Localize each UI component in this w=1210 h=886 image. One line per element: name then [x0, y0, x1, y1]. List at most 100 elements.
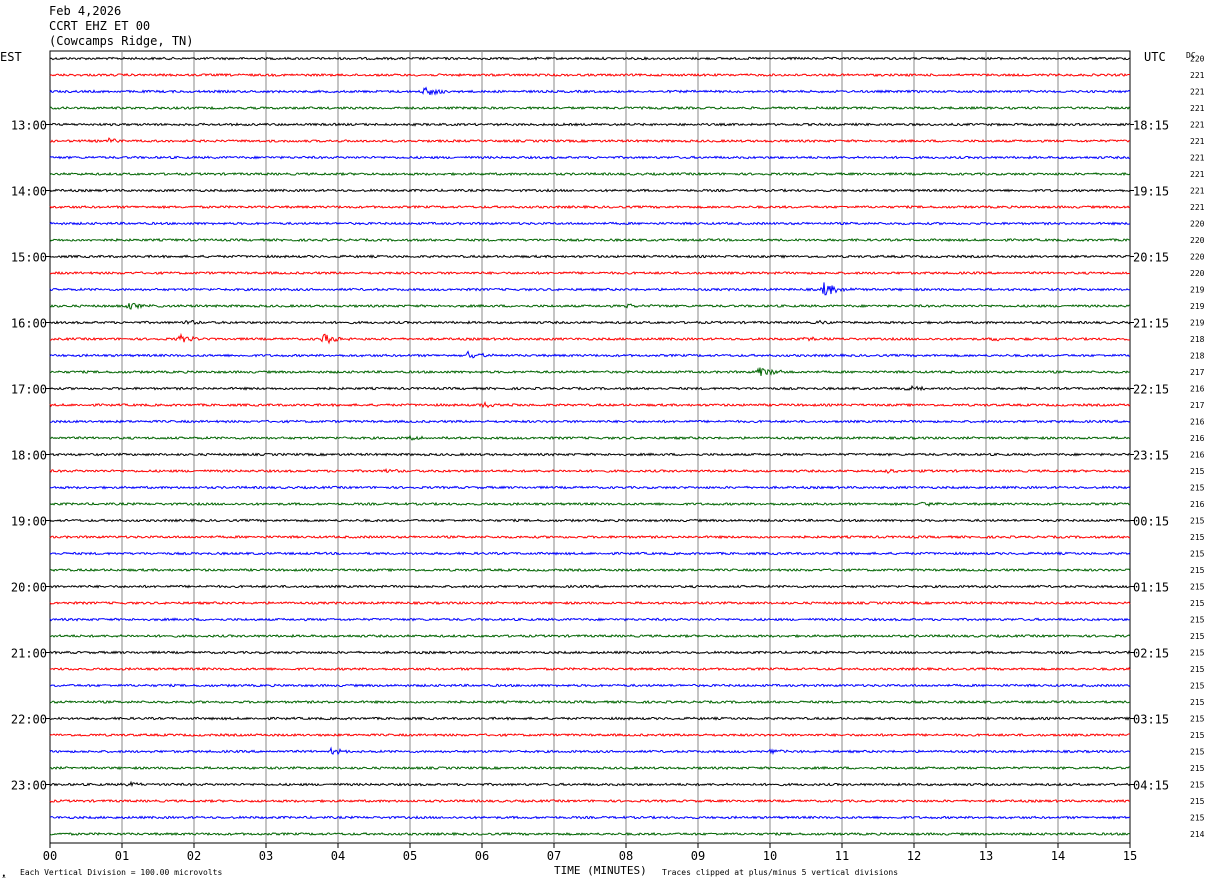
dc-value-label: 218	[1190, 352, 1205, 361]
x-tick-label: 14	[1051, 849, 1065, 863]
left-hour-label: 19:00	[11, 515, 47, 529]
trace-line	[49, 746, 1131, 756]
trace-line	[49, 452, 1131, 457]
left-hour-label: 15:00	[11, 251, 47, 265]
dc-value-label: 215	[1190, 764, 1205, 773]
x-tick-label: 03	[259, 849, 273, 863]
trace-line	[49, 72, 1131, 78]
plot-frame	[49, 50, 1131, 844]
clip-note: Traces clipped at plus/minus 5 vertical …	[662, 868, 898, 877]
trace-line	[49, 302, 1131, 310]
x-tick-label: 05	[403, 849, 417, 863]
dc-value-label: 220	[1190, 253, 1205, 262]
right-hour-label: 19:15	[1133, 185, 1169, 199]
right-hour-label: 02:15	[1133, 647, 1169, 661]
dc-value-label: 215	[1190, 797, 1205, 806]
x-tick-label: 06	[475, 849, 489, 863]
dc-value-label: 220	[1190, 220, 1205, 229]
station-location: (Cowcamps Ridge, TN)	[49, 34, 194, 48]
x-tick-label: 08	[619, 849, 633, 863]
trace-line	[49, 501, 1131, 507]
trace-line	[49, 155, 1131, 160]
trace-line	[49, 815, 1131, 820]
plot-grid	[46, 50, 1134, 848]
trace-line	[49, 282, 1131, 296]
trace-line	[49, 237, 1131, 243]
trace-line	[49, 831, 1131, 837]
trace-line	[49, 798, 1131, 804]
trace-line	[49, 780, 1131, 788]
trace-line	[49, 56, 1131, 61]
dc-value-label: 219	[1190, 302, 1205, 311]
dc-value-label: 215	[1190, 715, 1205, 724]
trace-line	[49, 633, 1131, 639]
right-hour-label: 01:15	[1133, 581, 1169, 595]
right-hour-label: 03:15	[1133, 713, 1169, 727]
trace-group	[49, 56, 1131, 837]
trace-line	[49, 350, 1130, 359]
dc-value-label: 215	[1190, 649, 1205, 658]
dc-value-label: 215	[1190, 682, 1205, 691]
left-hour-label: 22:00	[11, 713, 47, 727]
right-hour-label: 23:15	[1133, 449, 1169, 463]
dc-value-label: 218	[1190, 335, 1205, 344]
dc-value-label: 216	[1190, 500, 1205, 509]
trace-line	[49, 699, 1131, 705]
dc-value-label: 220	[1190, 55, 1205, 64]
x-tick-label: 00	[43, 849, 57, 863]
dc-value-label: 221	[1190, 170, 1205, 179]
left-hour-label: 23:00	[11, 779, 47, 793]
dc-value-label: 216	[1190, 451, 1205, 460]
dc-value-label: 220	[1190, 269, 1205, 278]
dc-value-label: 216	[1190, 385, 1205, 394]
trace-line	[49, 600, 1131, 606]
x-tick-label: 02	[187, 849, 201, 863]
right-hour-label: 20:15	[1133, 251, 1169, 265]
dc-value-label: 215	[1190, 467, 1205, 476]
trace-line	[49, 105, 1131, 111]
trace-line	[49, 567, 1131, 573]
dc-value-label: 215	[1190, 748, 1205, 757]
trace-line	[49, 221, 1131, 226]
trace-line	[49, 270, 1131, 276]
trace-line	[49, 551, 1131, 556]
dc-value-label: 221	[1190, 137, 1205, 146]
dc-value-label: 215	[1190, 698, 1205, 707]
right-timezone-label: UTC	[1144, 50, 1166, 64]
trace-line	[49, 434, 1131, 441]
dc-value-label: 215	[1190, 533, 1205, 542]
x-tick-label: 10	[763, 849, 777, 863]
dc-value-label: 221	[1190, 203, 1205, 212]
left-hour-label: 14:00	[11, 185, 47, 199]
trace-line	[49, 86, 1131, 96]
trace-line	[49, 732, 1131, 738]
dc-value-label: 221	[1190, 121, 1205, 130]
trace-line	[49, 666, 1131, 672]
trace-line	[50, 137, 1131, 144]
dc-value-label: 217	[1190, 401, 1205, 410]
dc-value-label: 220	[1190, 236, 1205, 245]
dc-value-label: 216	[1190, 434, 1205, 443]
left-hour-label: 16:00	[11, 317, 47, 331]
dc-value-label: 215	[1190, 599, 1205, 608]
dc-value-label: 215	[1190, 550, 1205, 559]
dc-value-label: 221	[1190, 154, 1205, 163]
dc-value-label: 221	[1190, 187, 1205, 196]
x-axis-title: TIME (MINUTES)	[554, 864, 647, 877]
x-tick-label: 11	[835, 849, 849, 863]
trace-line	[49, 419, 1131, 424]
trace-line	[49, 518, 1131, 523]
trace-line	[49, 254, 1131, 259]
right-hour-label: 04:15	[1133, 779, 1169, 793]
dc-value-label: 215	[1190, 781, 1205, 790]
trace-line	[49, 650, 1131, 655]
scale-note: Each Vertical Division = 100.00 microvol…	[20, 868, 222, 877]
dc-value-label: 215	[1190, 484, 1205, 493]
trace-line	[49, 534, 1131, 540]
trace-line	[49, 385, 1131, 392]
trace-line	[49, 400, 1131, 409]
dc-value-label: 215	[1190, 583, 1205, 592]
left-timezone-label: EST	[0, 50, 22, 64]
dc-value-label: 215	[1190, 665, 1205, 674]
right-hour-label: 21:15	[1133, 317, 1169, 331]
